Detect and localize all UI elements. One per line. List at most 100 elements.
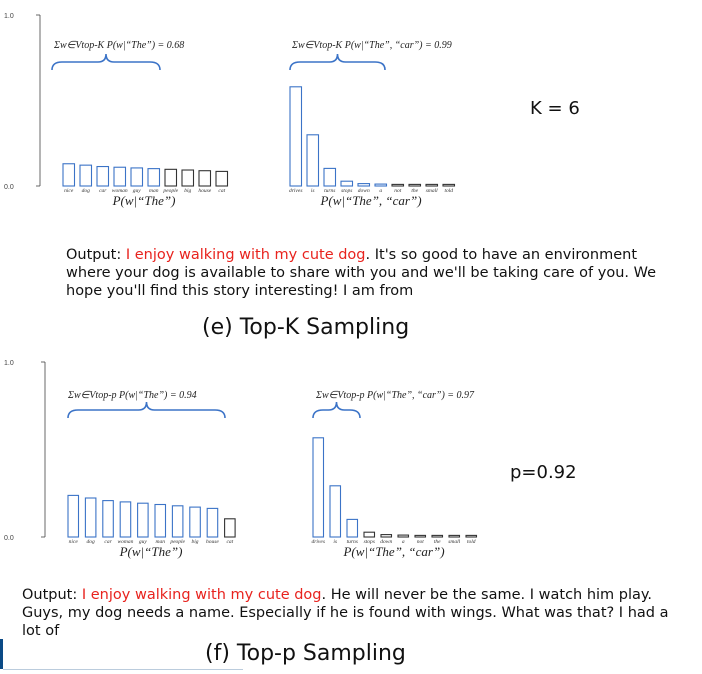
top-k-left-bar-nice bbox=[62, 163, 76, 187]
topk-continuation: . It's so good to have an environment wh… bbox=[66, 247, 657, 299]
top-p-left-bar-car bbox=[102, 500, 114, 538]
top-k-left-y-tick-label-top: 1.0 bbox=[4, 13, 14, 20]
top-k-right-word-down: down bbox=[358, 188, 370, 194]
top-k-right-brace bbox=[289, 53, 386, 71]
top-p-right-word-turns: turns bbox=[347, 539, 358, 545]
top-k-right-word-not: not bbox=[394, 188, 402, 194]
top-p-left-x-label: P(w|“The”) bbox=[119, 544, 183, 559]
top-k-right-word-the: the bbox=[411, 188, 418, 194]
top-k-left-y-tick-label-bottom: 0.0 bbox=[4, 184, 14, 191]
top-p-right-bar-told bbox=[465, 534, 478, 538]
left-edge-marker bbox=[0, 639, 3, 669]
top-k-left-bar-car bbox=[96, 165, 110, 187]
top-p-right-bar-stops bbox=[363, 531, 376, 538]
top-k-left-bar-people bbox=[164, 168, 178, 187]
top-p-right-bar-drives bbox=[312, 437, 325, 538]
top-p-left-bar-big bbox=[189, 506, 201, 538]
top-p-left-bar-people bbox=[171, 505, 184, 538]
top-k-left-word-car: car bbox=[99, 188, 107, 194]
topp-prompt: I enjoy walking with my cute dog bbox=[81, 587, 322, 603]
top-p-right-bar-not bbox=[414, 534, 427, 538]
topk-param-label: K = 6 bbox=[530, 98, 580, 119]
top-k-right-bar-stops bbox=[340, 180, 354, 187]
top-k-left-bar-dog bbox=[79, 164, 93, 187]
top-p-right-bar-small bbox=[448, 534, 461, 538]
top-k-right-bar-drives bbox=[289, 86, 303, 187]
topk-output-label: Output: bbox=[66, 247, 122, 263]
top-p-right-word-down: down bbox=[380, 539, 392, 545]
topp-param-label: p=0.92 bbox=[510, 462, 577, 483]
top-p-right-word-a: a bbox=[402, 539, 405, 545]
top-p-right-word-told: told bbox=[467, 539, 476, 545]
top-k-left-bar-big bbox=[181, 169, 195, 187]
top-k-left-word-nice: nice bbox=[64, 188, 74, 194]
top-k-right-formula: Σw∈Vtop-K P(w|“The”, “car”) = 0.99 bbox=[291, 40, 452, 51]
top-p-right-formula: Σw∈Vtop-p P(w|“The”, “car”) = 0.97 bbox=[315, 390, 475, 401]
top-p-right-x-label: P(w|“The”, “car”) bbox=[342, 544, 444, 559]
top-k-left-word-people: people bbox=[162, 188, 178, 194]
topp-output-label: Output: bbox=[22, 587, 78, 603]
top-k-left-word-house: house bbox=[198, 188, 211, 194]
top-p-left-word-dog: dog bbox=[87, 539, 96, 545]
top-p-right-bar-is bbox=[329, 485, 342, 538]
top-p-right-word-drives: drives bbox=[312, 539, 325, 545]
top-p-right-word-the: the bbox=[434, 539, 441, 545]
top-p-left-bar-woman bbox=[119, 501, 132, 538]
top-k-right-x-label: P(w|“The”, “car”) bbox=[319, 193, 421, 208]
topp-caption: (f) Top-p Sampling bbox=[205, 641, 406, 666]
top-p-left-word-car: car bbox=[104, 539, 112, 545]
top-k-left-x-label: P(w|“The”) bbox=[112, 193, 176, 208]
topp-output: Output: I enjoy walking with my cute dog… bbox=[22, 586, 672, 640]
top-k-right-bar-the bbox=[408, 183, 422, 187]
top-p-left-bar-house bbox=[206, 507, 219, 538]
top-p-left-bar-man bbox=[154, 503, 167, 538]
top-k-left-bar-woman bbox=[113, 166, 127, 187]
top-k-right-bar-told bbox=[442, 183, 456, 187]
top-p-right-word-stops: stops bbox=[364, 539, 375, 545]
top-k-right-bar-not bbox=[391, 183, 405, 187]
top-k-left-word-man: man bbox=[149, 188, 159, 194]
top-k-right-bar-down bbox=[357, 183, 371, 187]
top-k-right-word-stops: stops bbox=[341, 188, 352, 194]
top-k-left-bar-house bbox=[198, 170, 212, 187]
topp-continuation: . He will never be the same. I watch him… bbox=[22, 587, 669, 639]
top-k-right-word-small: small bbox=[426, 188, 438, 194]
topk-prompt: I enjoy walking with my cute dog bbox=[125, 247, 366, 263]
top-p-left-word-big: big bbox=[192, 539, 199, 545]
top-p-right-bar-a bbox=[397, 534, 410, 538]
top-p-left-bar-dog bbox=[84, 497, 97, 538]
top-p-left-word-woman: woman bbox=[118, 539, 134, 545]
top-k-left-word-big: big bbox=[184, 188, 191, 194]
top-k-right-word-drives: drives bbox=[289, 188, 302, 194]
top-p-left-formula: Σw∈Vtop-p P(w|“The”) = 0.94 bbox=[67, 390, 197, 401]
top-p-right-brace bbox=[312, 401, 361, 419]
top-p-right-bar-down bbox=[380, 534, 393, 538]
topk-output: Output: I enjoy walking with my cute dog… bbox=[66, 246, 676, 300]
topk-caption: (e) Top-K Sampling bbox=[202, 315, 410, 340]
top-k-left-bar-cat bbox=[215, 170, 229, 187]
top-p-left-y-tick-label-top: 1.0 bbox=[4, 360, 14, 367]
top-k-right-word-told: told bbox=[444, 188, 453, 194]
top-k-left-word-cat: cat bbox=[218, 188, 225, 194]
top-k-right-bar-a bbox=[374, 183, 388, 187]
top-p-left-word-nice: nice bbox=[69, 539, 79, 545]
top-k-left-bar-man bbox=[147, 168, 161, 187]
top-k-left-word-dog: dog bbox=[82, 188, 91, 194]
top-k-right-word-is: is bbox=[311, 188, 315, 194]
top-p-left-word-cat: cat bbox=[226, 539, 233, 545]
top-k-right-word-turns: turns bbox=[324, 188, 335, 194]
top-p-right-bar-the bbox=[431, 534, 444, 538]
top-p-left-word-man: man bbox=[156, 539, 166, 545]
top-p-left-word-guy: guy bbox=[139, 539, 148, 545]
top-p-left-word-house: house bbox=[206, 539, 219, 545]
top-k-right-bar-is bbox=[306, 134, 320, 187]
top-p-left-y-tick-label-bottom: 0.0 bbox=[4, 535, 14, 542]
top-p-left-word-people: people bbox=[169, 539, 185, 545]
top-k-left-brace bbox=[51, 53, 161, 71]
top-k-left-bar-guy bbox=[130, 167, 144, 187]
top-k-right-word-a: a bbox=[379, 188, 382, 194]
top-k-left-formula: Σw∈Vtop-K P(w|“The”) = 0.68 bbox=[53, 40, 184, 51]
top-p-left-brace bbox=[67, 401, 226, 419]
top-k-left-word-guy: guy bbox=[133, 188, 142, 194]
